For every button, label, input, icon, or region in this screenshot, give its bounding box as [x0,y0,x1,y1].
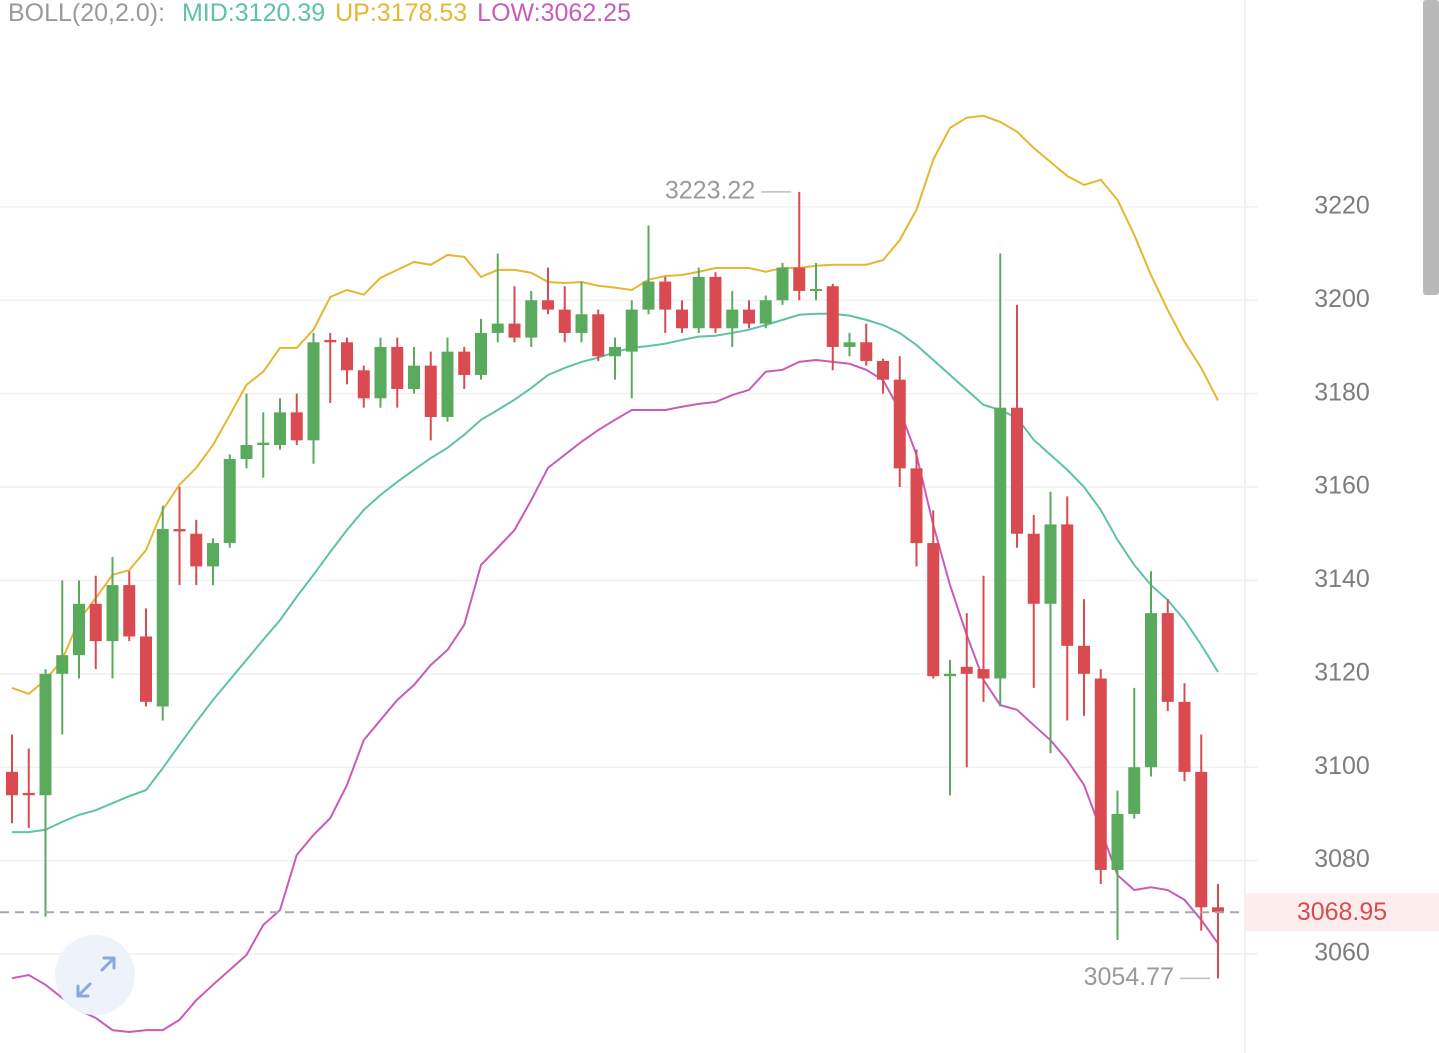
candle-body [190,533,203,567]
candle-body [877,360,889,380]
candle-body [609,346,621,357]
candle-body [22,792,35,796]
min-label: 3054.77 [1084,963,1174,991]
candle-body [240,445,253,460]
candle-body [89,603,102,642]
candle-body [56,655,69,674]
candle-body [391,346,404,389]
candle-body [927,543,940,677]
candle-body [776,267,789,301]
candle-body [123,585,136,637]
candle-body [676,309,688,329]
candle-body [843,342,856,347]
candle-body [508,323,521,338]
candle-body [826,286,839,347]
candle-body [994,407,1007,679]
candle-body [257,442,270,446]
candle-body [810,289,822,292]
candle-body [1094,678,1107,870]
candle-body [642,281,655,310]
candle-body [910,468,923,544]
candle-body [1212,907,1224,913]
legend: BOLL(20,2.0): MID:3120.39 UP:3178.53 LOW:3… [8,0,631,27]
candle-body [324,339,337,343]
candle-body [1128,767,1141,814]
candle-body [759,300,772,324]
candle-body [458,351,471,375]
candle-body [441,351,454,417]
candle-body [692,276,705,329]
candle-body [39,673,52,796]
candle-body [860,342,873,361]
candle-body [558,309,571,333]
last-price-label: 3068.95 [1297,898,1387,926]
candle-body [1027,533,1040,604]
candle-body [944,673,956,677]
candle-body [726,309,739,329]
candle-body [1078,645,1090,674]
candle-body [341,342,353,371]
candle-body [1178,701,1191,772]
candle-body [659,281,672,310]
max-label: 3223.22 [665,176,755,204]
candle-body [893,379,906,469]
candle-body [1145,613,1157,768]
candle-body [6,771,18,796]
candle-body [625,309,638,352]
y-tick-label: 3080 [1314,845,1370,873]
legend-entry: MID:3120.39 [182,0,325,27]
candle-body [1061,524,1074,646]
y-tick-label: 3120 [1314,658,1370,686]
candle-body [475,332,487,375]
candle-body [575,314,588,333]
candle-body [542,300,554,310]
candle-body [173,529,186,532]
candle-body [156,529,169,707]
y-tick-label: 3140 [1314,565,1370,593]
y-tick-label: 3220 [1314,191,1370,219]
indicator-label: BOLL(20,2.0): [8,0,165,27]
candle-body [290,412,303,441]
candle-body [793,267,806,291]
boll-line [11,114,1219,696]
y-tick-label: 3160 [1314,472,1370,500]
candle-body [977,669,990,679]
y-tick-label: 3100 [1314,752,1370,780]
candle-body [424,365,437,417]
candle-body [1044,524,1057,604]
candle-body [1195,771,1208,908]
candle-body [357,370,370,399]
candle-body [207,543,219,567]
candle-body [140,636,152,702]
candle-body [592,314,605,357]
candle-body [374,346,387,399]
legend-entry: UP:3178.53 [335,0,467,27]
last-price-box [1245,893,1439,932]
candle-body [223,459,236,544]
candle-body [274,412,286,446]
candle-body [73,603,85,656]
candle-body [960,666,973,674]
candle-body [525,300,538,338]
legend-entry: LOW:3062.25 [477,0,631,27]
candle-body [1111,813,1124,870]
expand-button[interactable] [55,935,135,1015]
candle-body [307,342,320,441]
candle-body [709,276,722,329]
y-tick-label: 3180 [1314,378,1370,406]
candle-body [743,309,755,324]
candle-body [1011,407,1023,534]
candle-body [106,585,119,642]
candle-body [408,365,420,389]
scrollbar[interactable] [1423,0,1439,295]
y-tick-label: 3060 [1314,939,1370,967]
candle-body [1161,613,1174,702]
boll-line [11,359,1219,1033]
y-tick-label: 3200 [1314,285,1370,313]
candle-body [491,323,504,333]
expand-circle [55,935,135,1015]
expand-icon [76,956,116,998]
